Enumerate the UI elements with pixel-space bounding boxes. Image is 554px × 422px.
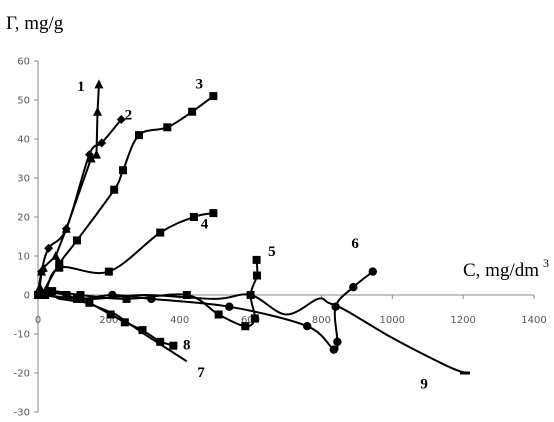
series-6-point bbox=[303, 322, 312, 331]
y-tick-label: 10 bbox=[17, 252, 30, 263]
x-axis-title-superscript: 3 bbox=[543, 256, 549, 270]
series-4-point bbox=[104, 267, 113, 276]
series-3-point bbox=[134, 131, 143, 140]
series-9-line bbox=[37, 293, 466, 374]
series-1-point bbox=[35, 282, 45, 292]
series-6-label: 6 bbox=[351, 236, 359, 252]
series-6-point bbox=[349, 283, 358, 292]
y-tick-label: 60 bbox=[17, 57, 30, 68]
series-1-point bbox=[91, 149, 101, 159]
y-tick-label: -20 bbox=[14, 369, 30, 380]
series-3-line bbox=[40, 95, 214, 296]
x-axis-title: C, mg/dm 3 bbox=[463, 256, 549, 281]
series-4-point bbox=[55, 263, 64, 272]
series-8-point bbox=[44, 287, 53, 296]
series-4-point bbox=[209, 209, 218, 218]
series-2-point bbox=[61, 224, 71, 234]
series-6-point bbox=[225, 302, 234, 311]
y-tick-label: 0 bbox=[24, 291, 30, 302]
series-4-point bbox=[156, 228, 165, 237]
series-8-point bbox=[106, 310, 115, 319]
series-2-point bbox=[97, 138, 107, 148]
series-8-label: 8 bbox=[183, 338, 191, 354]
series-5-line bbox=[37, 259, 259, 328]
series-8-point bbox=[72, 294, 81, 303]
series-6-point bbox=[147, 294, 156, 304]
series-4-point bbox=[189, 213, 198, 221]
series-9-label: 9 bbox=[420, 377, 428, 393]
x-tick-label: 1000 bbox=[380, 315, 405, 326]
series-8-point bbox=[138, 326, 147, 335]
series-3-point bbox=[209, 92, 218, 101]
series-1-point bbox=[86, 153, 96, 163]
series-1-line bbox=[37, 84, 100, 296]
series-3-point bbox=[119, 166, 128, 175]
series-1-point bbox=[51, 251, 61, 260]
series-5-point bbox=[122, 294, 131, 303]
series-6-line bbox=[43, 270, 374, 352]
series-9-point bbox=[459, 371, 470, 375]
series-3-point bbox=[188, 107, 197, 116]
series-3-point bbox=[72, 236, 81, 245]
series-6-point bbox=[108, 290, 117, 300]
x-tick-label: 800 bbox=[312, 315, 331, 326]
series-8-line bbox=[37, 290, 174, 347]
x-tick-label: 400 bbox=[170, 315, 189, 326]
series-2-point bbox=[37, 267, 47, 277]
y-tick-label: 30 bbox=[17, 174, 30, 185]
x-tick-label: 200 bbox=[99, 315, 118, 326]
series-1-point bbox=[94, 79, 104, 89]
series-labels: 1 2 3 4 5 6 78 9 bbox=[77, 76, 428, 392]
series-5-label: 5 bbox=[268, 244, 276, 260]
series-1-point bbox=[93, 106, 103, 116]
series-layer bbox=[37, 84, 466, 374]
series-5-point bbox=[182, 291, 191, 299]
series-8-point bbox=[62, 291, 71, 299]
series-6-point bbox=[368, 267, 377, 276]
series-3-point bbox=[110, 185, 119, 194]
series-8-point bbox=[169, 341, 178, 350]
y-tick-label: 20 bbox=[17, 213, 30, 224]
y-tick-label: 50 bbox=[17, 96, 30, 107]
series-5-point bbox=[250, 314, 259, 323]
series-4-line bbox=[44, 212, 214, 296]
series-2-label: 2 bbox=[125, 108, 133, 124]
series-5-point bbox=[214, 310, 223, 319]
series-5-point bbox=[252, 271, 261, 280]
markers-layer bbox=[33, 79, 470, 375]
series-2-point bbox=[44, 243, 54, 253]
x-tick-label: 0 bbox=[35, 315, 41, 326]
series-8-point bbox=[85, 298, 94, 307]
series-4-label: 4 bbox=[201, 217, 209, 233]
x-tick-label: 1400 bbox=[521, 315, 546, 326]
x-tick-label: 1200 bbox=[450, 315, 475, 326]
series-3-label: 3 bbox=[195, 76, 203, 92]
series-5-point bbox=[246, 291, 255, 299]
series-5-point bbox=[252, 255, 261, 264]
series-6-point bbox=[329, 345, 339, 354]
y-tick-label: 40 bbox=[17, 135, 30, 146]
y-axis-title: Γ, mg/g bbox=[6, 13, 64, 34]
y-tick-label: -30 bbox=[14, 408, 30, 419]
series-8-point bbox=[120, 318, 129, 327]
series-2-point bbox=[84, 150, 94, 160]
series-2-point bbox=[116, 115, 126, 124]
series-6-point bbox=[331, 302, 340, 311]
x-axis-title-main: C, mg/dm bbox=[463, 260, 539, 281]
x-tick-label: 600 bbox=[241, 315, 260, 326]
series-6-point bbox=[333, 337, 342, 346]
series-8-point bbox=[156, 337, 165, 346]
y-tick-label: -10 bbox=[14, 330, 30, 341]
series-1-label: 1 bbox=[77, 79, 85, 95]
series-7-label: 7 bbox=[197, 365, 205, 381]
series-5-point bbox=[241, 322, 250, 331]
series-8-point bbox=[34, 291, 42, 299]
series-3-point bbox=[163, 123, 172, 132]
